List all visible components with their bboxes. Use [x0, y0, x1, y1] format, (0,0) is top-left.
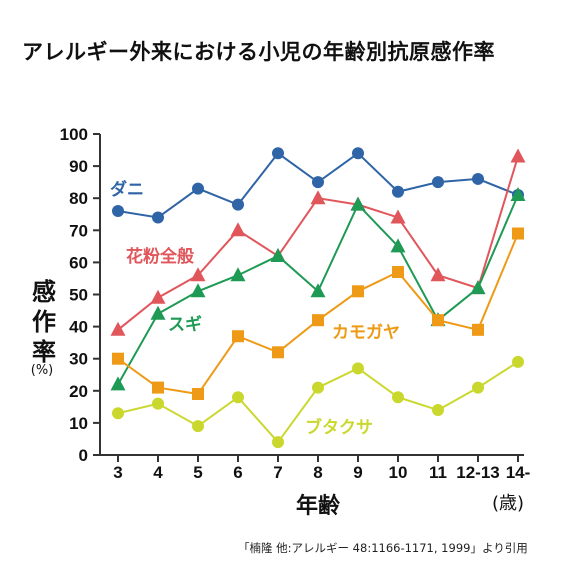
data-point — [310, 283, 326, 298]
data-point — [272, 147, 284, 160]
data-point — [312, 176, 324, 189]
data-point — [152, 211, 164, 224]
data-point — [390, 238, 406, 253]
y-tick-label: 20 — [69, 382, 88, 401]
data-point — [112, 205, 124, 218]
data-point — [190, 267, 206, 282]
data-point — [112, 352, 124, 365]
data-point — [150, 305, 166, 320]
data-point — [310, 190, 326, 205]
y-tick-label: 60 — [69, 253, 88, 272]
data-point — [390, 209, 406, 224]
chart-title: アレルギー外来における小児の年齢別抗原感作率 — [22, 40, 495, 64]
y-axis-unit: (%) — [31, 363, 54, 378]
data-point — [432, 176, 444, 189]
data-point — [152, 381, 164, 394]
x-tick-label: 7 — [273, 463, 282, 482]
data-point — [230, 267, 246, 282]
data-point — [392, 391, 404, 404]
data-point — [192, 182, 204, 195]
series-0 — [112, 147, 524, 224]
x-tick-label: 9 — [353, 463, 362, 482]
axes: 0 10 20 30 40 50 60 70 80 90 100 3 4 5 6 7 8 9 10 11 12-13 14… — [60, 125, 531, 482]
y-tick-label: 50 — [69, 286, 88, 305]
data-point — [472, 381, 484, 394]
x-tick-label: 4 — [153, 463, 163, 482]
data-point — [112, 407, 124, 420]
data-point — [352, 285, 364, 298]
y-tick-label: 90 — [69, 157, 88, 176]
data-point — [512, 355, 524, 368]
data-point — [472, 172, 484, 185]
data-point — [150, 289, 166, 304]
data-point — [232, 330, 244, 343]
data-point — [352, 147, 364, 160]
y-tick-label: 70 — [69, 221, 88, 240]
data-point — [432, 404, 444, 417]
data-point — [472, 323, 484, 336]
series-3 — [112, 227, 524, 401]
x-tick-label: 6 — [233, 463, 242, 482]
series-label: 花粉全般 — [126, 246, 194, 267]
y-tick-label: 100 — [60, 125, 88, 144]
y-tick-label: 80 — [69, 189, 88, 208]
data-point — [230, 222, 246, 237]
data-point — [352, 362, 364, 375]
data-point — [272, 346, 284, 359]
data-point — [470, 280, 486, 295]
data-point — [152, 397, 164, 410]
data-point — [510, 186, 526, 201]
data-point — [232, 198, 244, 211]
source-note: 「楠隆 他:アレルギー 48:1166-1171, 1999」より引用 — [238, 541, 528, 555]
data-point — [110, 321, 126, 336]
data-point — [430, 267, 446, 282]
y-tick-label: 30 — [69, 350, 88, 369]
series-4 — [112, 355, 524, 449]
x-tick-label: 14- — [506, 463, 531, 482]
series-label: スギ — [168, 315, 202, 335]
data-point — [232, 391, 244, 404]
x-tick-label: 3 — [113, 463, 122, 482]
data-point — [392, 266, 404, 279]
data-point — [110, 376, 126, 391]
data-point — [432, 314, 444, 327]
x-axis-unit: (歳) — [492, 493, 524, 514]
x-tick-label: 8 — [313, 463, 322, 482]
data-point — [272, 436, 284, 449]
data-point — [192, 388, 204, 401]
x-tick-label: 10 — [389, 463, 408, 482]
x-tick-label: 5 — [193, 463, 202, 482]
x-tick-label: 12-13 — [456, 463, 499, 482]
y-tick-label: 10 — [69, 414, 88, 433]
x-tick-label: 11 — [429, 463, 447, 482]
data-point — [350, 196, 366, 211]
series-label: ブタクサ — [305, 417, 373, 438]
series-label: ダニ — [110, 179, 144, 200]
data-point — [392, 185, 404, 198]
data-point — [190, 283, 206, 298]
series-layer — [110, 147, 526, 449]
data-point — [312, 314, 324, 327]
y-tick-label: 40 — [69, 318, 88, 337]
data-point — [312, 381, 324, 394]
x-axis-title: 年齢 — [296, 493, 341, 519]
data-point — [192, 420, 204, 433]
series-label: カモガヤ — [332, 323, 400, 343]
data-point — [510, 148, 526, 163]
y-tick-label: 0 — [79, 446, 88, 465]
y-axis-title: 感作率 — [32, 278, 56, 366]
data-point — [270, 247, 286, 262]
data-point — [512, 227, 524, 240]
